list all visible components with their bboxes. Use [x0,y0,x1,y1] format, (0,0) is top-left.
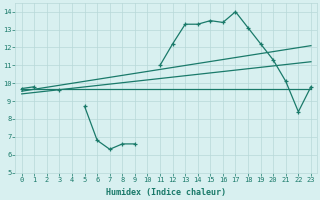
X-axis label: Humidex (Indice chaleur): Humidex (Indice chaleur) [106,188,226,197]
